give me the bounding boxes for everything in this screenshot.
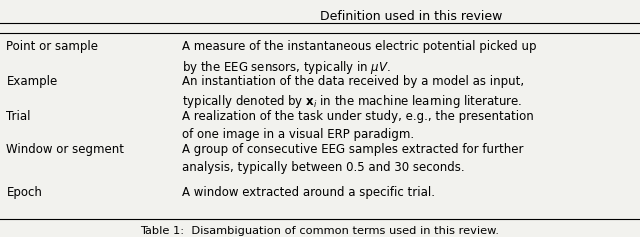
Text: Trial: Trial bbox=[6, 110, 31, 123]
Text: Window or segment: Window or segment bbox=[6, 143, 124, 156]
Text: An instantiation of the data received by a model as input,
typically denoted by : An instantiation of the data received by… bbox=[182, 75, 525, 110]
Text: Point or sample: Point or sample bbox=[6, 40, 99, 53]
Text: Definition used in this review: Definition used in this review bbox=[320, 10, 502, 23]
Text: Epoch: Epoch bbox=[6, 186, 42, 199]
Text: A measure of the instantaneous electric potential picked up
by the EEG sensors, : A measure of the instantaneous electric … bbox=[182, 40, 537, 76]
Text: Table 1:  Disambiguation of common terms used in this review.: Table 1: Disambiguation of common terms … bbox=[141, 226, 499, 236]
Text: Example: Example bbox=[6, 75, 58, 88]
Text: A window extracted around a specific trial.: A window extracted around a specific tri… bbox=[182, 186, 435, 199]
Text: A realization of the task under study, e.g., the presentation
of one image in a : A realization of the task under study, e… bbox=[182, 110, 534, 141]
Text: A group of consecutive EEG samples extracted for further
analysis, typically bet: A group of consecutive EEG samples extra… bbox=[182, 143, 524, 174]
